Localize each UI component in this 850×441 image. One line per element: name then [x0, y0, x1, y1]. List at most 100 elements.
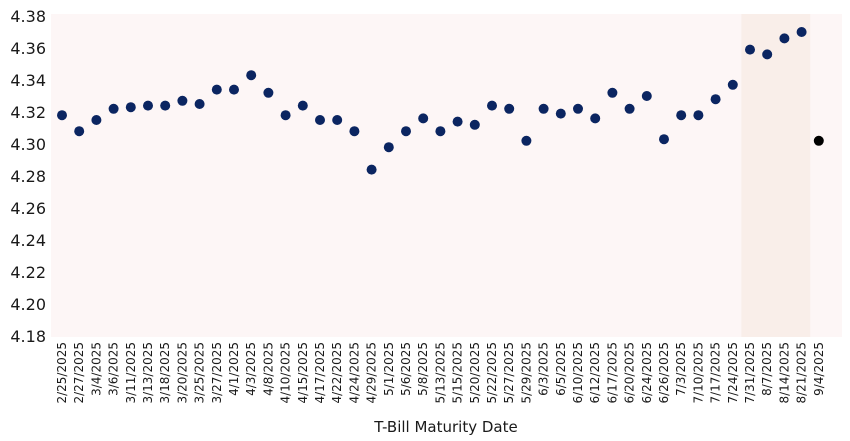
x-tick-label: 5/1/2025 — [382, 342, 396, 396]
data-point — [418, 113, 429, 124]
data-point — [607, 87, 618, 98]
x-tick-label: 2/25/2025 — [55, 342, 69, 404]
x-tick-label: 3/27/2025 — [210, 342, 224, 404]
x-tick-label: 4/15/2025 — [296, 342, 310, 404]
y-axis: 4.18 4.20 4.22 4.24 4.26 4.28 4.30 4.32 4.34 4.36… — [10, 7, 46, 346]
x-tick-label: 6/17/2025 — [605, 342, 619, 404]
data-point — [246, 70, 257, 81]
x-tick-label: 3/11/2025 — [124, 342, 138, 404]
x-tick-label: 8/14/2025 — [777, 342, 791, 404]
x-tick-label: 5/6/2025 — [399, 342, 413, 396]
data-point — [280, 110, 291, 121]
data-point — [504, 103, 515, 114]
x-tick-label: 2/27/2025 — [72, 342, 86, 404]
x-tick-label: 5/15/2025 — [451, 342, 465, 404]
data-point — [555, 108, 566, 119]
data-point — [177, 95, 188, 106]
x-tick-label: 6/24/2025 — [640, 342, 654, 404]
data-point — [160, 100, 171, 111]
x-tick-label: 7/31/2025 — [743, 342, 757, 404]
x-tick-label: 5/29/2025 — [519, 342, 533, 404]
x-tick-label: 8/21/2025 — [795, 342, 809, 404]
data-point — [57, 110, 67, 121]
x-tick-label: 7/24/2025 — [726, 342, 740, 404]
x-tick-label: 3/25/2025 — [193, 342, 207, 404]
x-axis: 2/25/2025 2/27/2025 3/4/2025 3/6/2025 3/11/2… — [55, 342, 826, 404]
data-point — [590, 113, 601, 124]
data-point — [108, 103, 119, 114]
data-point — [641, 91, 652, 101]
x-tick-label: 3/4/2025 — [89, 342, 103, 396]
x-tick-label: 5/13/2025 — [433, 342, 447, 404]
data-point — [693, 110, 704, 121]
x-tick-label: 5/8/2025 — [416, 342, 430, 396]
x-tick-label: 3/18/2025 — [158, 342, 172, 404]
data-point — [779, 33, 790, 44]
y-tick-label: 4.36 — [10, 39, 46, 58]
x-tick-label: 3/6/2025 — [107, 342, 121, 396]
x-tick-label: 5/20/2025 — [468, 342, 482, 404]
plot-background — [51, 14, 842, 337]
data-point — [315, 115, 325, 125]
data-point — [91, 115, 102, 125]
highlight-band — [741, 14, 811, 337]
y-tick-label: 4.22 — [10, 263, 46, 282]
data-point — [762, 49, 773, 60]
x-tick-label: 8/7/2025 — [760, 342, 774, 396]
x-tick-label: 3/13/2025 — [141, 342, 155, 404]
data-point — [297, 100, 308, 111]
x-tick-label: 5/27/2025 — [502, 342, 516, 404]
x-tick-label: 4/8/2025 — [261, 342, 275, 396]
data-point — [366, 164, 377, 175]
x-tick-label: 9/4/2025 — [812, 342, 826, 396]
data-point — [624, 103, 635, 114]
data-point — [125, 102, 136, 113]
data-point — [263, 87, 274, 98]
data-point — [194, 99, 205, 109]
x-tick-label: 4/17/2025 — [313, 342, 327, 404]
data-point — [401, 126, 411, 137]
data-point — [745, 44, 755, 55]
data-point — [659, 134, 669, 145]
x-tick-label: 6/12/2025 — [588, 342, 602, 404]
data-points — [57, 27, 824, 175]
data-point — [521, 135, 532, 146]
x-tick-label: 7/17/2025 — [709, 342, 723, 404]
data-point — [211, 84, 222, 95]
x-tick-label: 6/10/2025 — [571, 342, 585, 404]
y-tick-label: 4.32 — [10, 103, 46, 122]
data-point — [74, 126, 85, 137]
y-tick-label: 4.24 — [10, 231, 46, 250]
x-tick-label: 6/3/2025 — [537, 342, 551, 396]
data-point — [435, 126, 446, 137]
data-point — [143, 100, 153, 111]
x-tick-label: 5/22/2025 — [485, 342, 499, 404]
x-tick-label: 3/20/2025 — [175, 342, 189, 404]
x-tick-label: 7/10/2025 — [691, 342, 705, 404]
data-point — [573, 103, 583, 114]
x-axis-label: T-Bill Maturity Date — [373, 418, 517, 436]
y-tick-label: 4.26 — [10, 199, 46, 218]
data-point — [487, 100, 497, 111]
y-tick-label: 4.18 — [10, 327, 46, 346]
x-tick-label: 6/26/2025 — [657, 342, 671, 404]
data-point — [332, 115, 343, 125]
x-tick-label: 7/3/2025 — [674, 342, 688, 396]
x-tick-label: 4/24/2025 — [347, 342, 361, 404]
data-point — [383, 142, 394, 153]
x-tick-label: 4/3/2025 — [244, 342, 258, 396]
y-tick-label: 4.28 — [10, 167, 46, 186]
data-point — [796, 27, 807, 37]
data-point — [229, 84, 239, 95]
x-tick-label: 4/29/2025 — [365, 342, 379, 404]
y-tick-label: 4.34 — [10, 71, 46, 90]
x-tick-label: 4/1/2025 — [227, 342, 241, 396]
x-tick-label: 4/10/2025 — [279, 342, 293, 404]
data-point — [538, 103, 549, 114]
data-point — [452, 116, 463, 127]
highlight-data-point — [813, 135, 824, 146]
y-tick-label: 4.38 — [10, 7, 46, 26]
data-point — [710, 94, 721, 105]
x-tick-label: 4/22/2025 — [330, 342, 344, 404]
